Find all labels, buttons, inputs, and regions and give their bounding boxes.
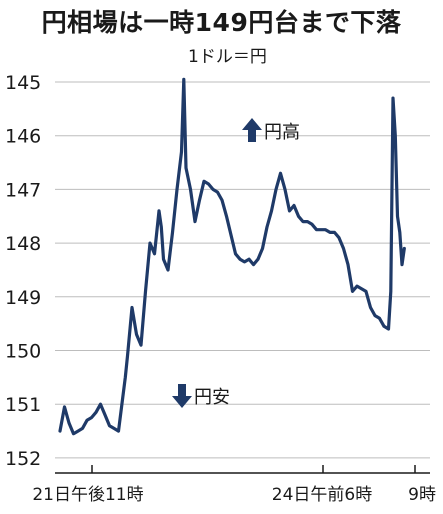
yen-up-annotation: 円高 — [242, 118, 300, 143]
y-tick-labels: 145 146 147 148 149 150 151 152 — [5, 72, 41, 470]
y-tick-label: 147 — [5, 179, 41, 201]
x-tick-label: 21日午後11時 — [32, 485, 143, 505]
unit-label: 1ドル＝円 — [188, 47, 267, 67]
x-ticks: 21日午後11時 24日午前6時 9時 — [32, 465, 436, 505]
grid-lines — [55, 81, 430, 459]
down-arrow-icon — [172, 384, 192, 408]
series-line — [58, 77, 406, 436]
y-tick-label: 149 — [5, 287, 41, 309]
yen-down-label: 円安 — [194, 387, 230, 408]
x-tick-label: 9時 — [408, 485, 436, 505]
y-tick-label: 151 — [5, 394, 41, 416]
x-tick-label: 24日午前6時 — [272, 485, 372, 505]
yen-up-label: 円高 — [264, 122, 300, 143]
y-tick-label: 145 — [5, 72, 41, 94]
chart-title: 円相場は一時149円台まで下落 — [41, 8, 402, 37]
y-tick-label: 152 — [5, 448, 41, 470]
up-arrow-icon — [242, 118, 262, 142]
yen-down-annotation: 円安 — [172, 384, 230, 408]
y-tick-label: 150 — [5, 341, 41, 363]
y-tick-label: 148 — [5, 233, 41, 255]
y-tick-label: 146 — [5, 126, 41, 148]
